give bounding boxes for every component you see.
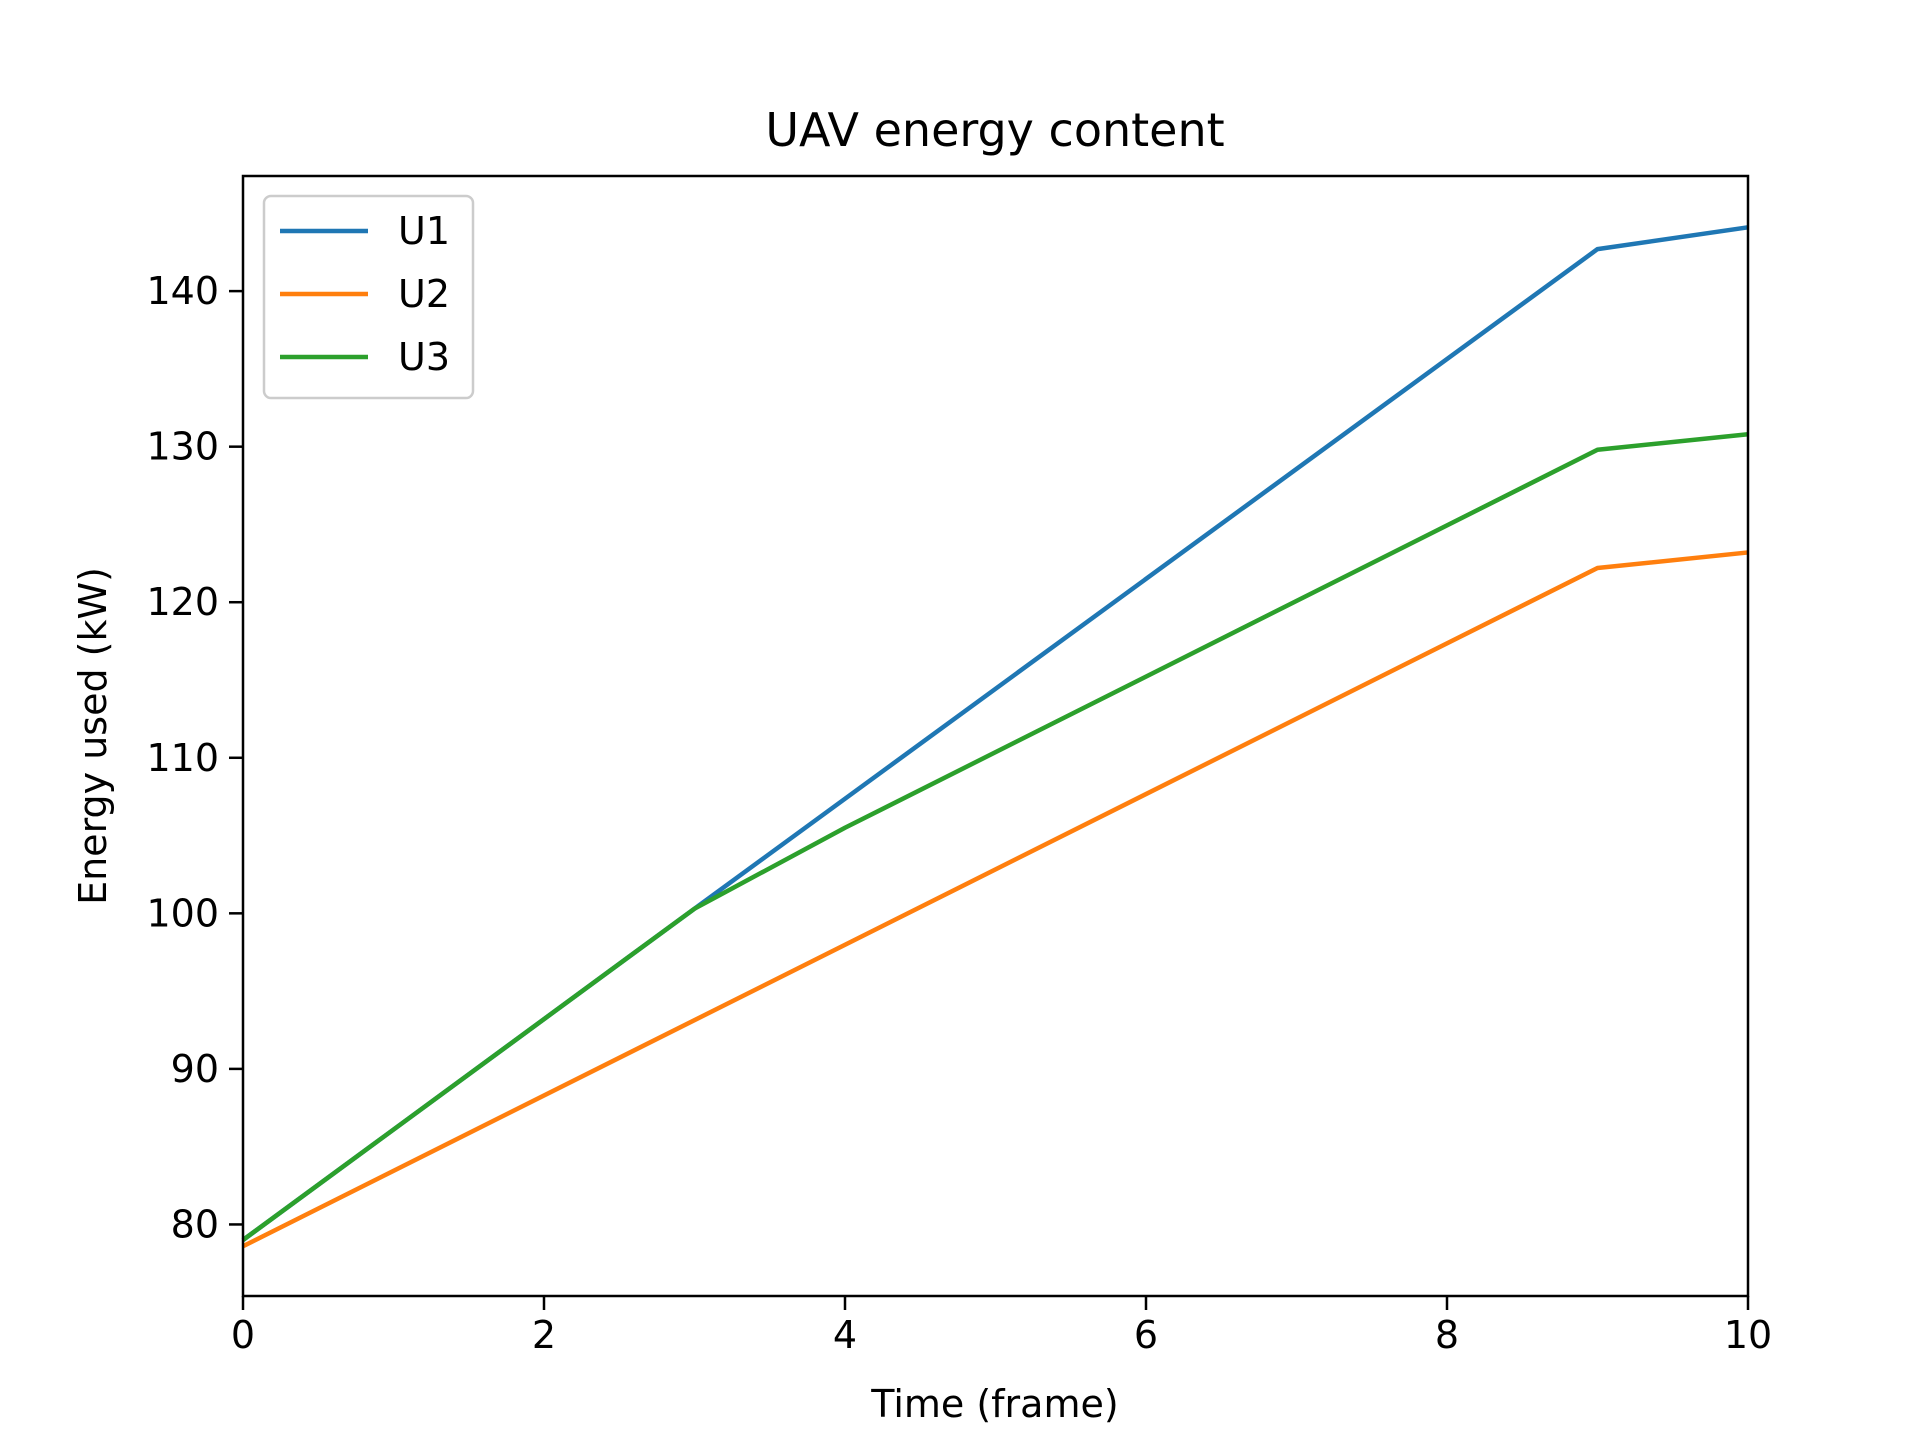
x-tick-label: 0 bbox=[231, 1313, 255, 1357]
x-tick-label: 10 bbox=[1724, 1313, 1772, 1357]
y-tick-label: 110 bbox=[146, 736, 219, 780]
x-axis-label: Time (frame) bbox=[870, 1382, 1118, 1426]
plot-background bbox=[243, 176, 1748, 1296]
series-layer bbox=[241, 225, 1749, 1249]
chart-title: UAV energy content bbox=[765, 103, 1224, 157]
y-tick-label: 100 bbox=[146, 891, 219, 935]
y-axis-label: Energy used (kW) bbox=[71, 567, 115, 905]
x-axis: 0 2 4 6 8 10 bbox=[231, 1296, 1772, 1357]
legend-label-u3: U3 bbox=[398, 335, 450, 379]
plot-frame bbox=[241, 174, 1750, 1298]
x-tick-label: 8 bbox=[1435, 1313, 1459, 1357]
plot-area bbox=[241, 174, 1750, 1298]
y-axis: 80 90 100 110 120 130 140 bbox=[146, 269, 243, 1246]
x-tick-label: 2 bbox=[532, 1313, 556, 1357]
legend-label-u2: U2 bbox=[398, 272, 450, 316]
y-tick-label: 120 bbox=[146, 580, 219, 624]
y-tick-label: 80 bbox=[171, 1202, 219, 1246]
x-tick-label: 4 bbox=[833, 1313, 857, 1357]
x-tick-label: 6 bbox=[1134, 1313, 1158, 1357]
series-line-u2 bbox=[241, 550, 1749, 1249]
legend: U1 U2 U3 bbox=[262, 194, 475, 400]
y-tick-label: 130 bbox=[146, 425, 219, 469]
series-line-u3 bbox=[241, 431, 1749, 1242]
y-tick-label: 90 bbox=[171, 1047, 219, 1091]
y-tick-label: 140 bbox=[146, 269, 219, 313]
legend-entries: U1 U2 U3 bbox=[280, 209, 450, 379]
legend-label-u1: U1 bbox=[398, 209, 450, 253]
legend-box bbox=[262, 194, 475, 400]
